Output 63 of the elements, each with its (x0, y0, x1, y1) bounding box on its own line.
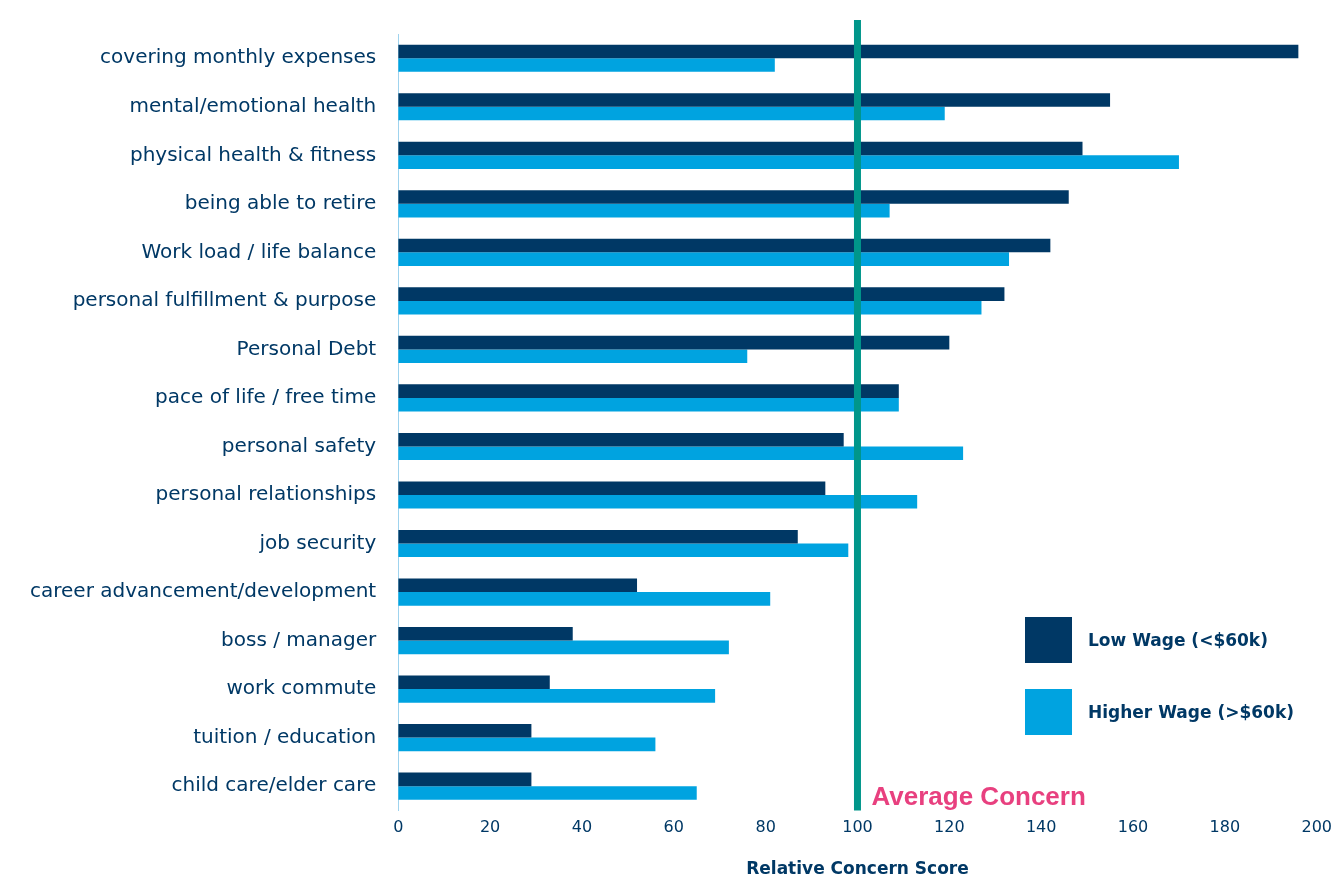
x-tick-label: 200 (1301, 817, 1332, 837)
x-axis-title: Relative Concern Score (746, 858, 969, 879)
text: Higher Wage (>$60k) (1088, 702, 1294, 722)
bar (398, 384, 899, 398)
bar (398, 287, 1005, 301)
bar (398, 772, 532, 787)
y-tick-label: Work load / life balance (141, 238, 377, 263)
x-tick-label: 140 (1025, 817, 1057, 837)
bar (398, 203, 890, 218)
y-tick-label: mental/emotional health (129, 92, 377, 117)
bar (398, 724, 532, 738)
bar (398, 190, 1069, 204)
bar (398, 432, 844, 447)
y-tick-label: career advancement/development (29, 578, 377, 603)
bar (398, 640, 729, 655)
x-tick-label: 160 (1117, 817, 1149, 837)
x-tick-label: 0 (393, 817, 404, 837)
bar (398, 155, 1179, 169)
y-tick-label: physical health & fitness (129, 141, 377, 166)
bar (398, 58, 775, 72)
bar (398, 335, 950, 350)
bar (398, 529, 798, 544)
y-tick-label: personal fulfillment & purpose (72, 287, 377, 312)
y-tick-label: Personal Debt (236, 335, 377, 360)
bar (398, 578, 638, 593)
bar (398, 737, 656, 752)
x-tick-label: 80 (755, 817, 776, 837)
y-tick-label: child care/elder care (171, 772, 377, 797)
y-tick-label: pace of life / free time (155, 384, 377, 409)
bar (398, 494, 918, 509)
bar (398, 44, 1299, 59)
bar (398, 689, 716, 703)
bar (398, 106, 945, 121)
y-tick-label: personal safety (221, 432, 377, 457)
bar (398, 786, 697, 800)
bar (398, 141, 1083, 156)
bar (398, 252, 1010, 266)
y-tick-label: personal relationships (155, 481, 377, 506)
y-tick-label: covering monthly expenses (100, 44, 377, 69)
ref-line-label: Average Concern (871, 780, 1086, 811)
y-tick-label: tuition / education (193, 723, 377, 748)
y-tick-label: work commute (226, 675, 377, 700)
x-tick-label: 60 (663, 817, 684, 837)
x-tick-label: 180 (1209, 817, 1241, 837)
x-tick-label: 20 (479, 817, 501, 837)
bar (398, 349, 748, 363)
y-tick-label: being able to retire (184, 190, 377, 215)
x-tick-label: 40 (571, 817, 593, 837)
bar (398, 626, 573, 641)
bar (398, 592, 771, 606)
text: Low Wage (<$60k) (1088, 630, 1268, 650)
bar (398, 543, 849, 558)
bar (398, 238, 1051, 253)
bar (398, 675, 550, 690)
y-tick-label: boss / manager (221, 626, 377, 651)
bar (398, 93, 1111, 107)
bar (398, 300, 982, 315)
bar (398, 446, 964, 461)
y-tick-label: job security (258, 529, 377, 554)
bar (398, 397, 899, 412)
x-tick-label: 120 (934, 817, 965, 837)
x-tick-label: 100 (842, 817, 873, 837)
bar (398, 481, 826, 495)
